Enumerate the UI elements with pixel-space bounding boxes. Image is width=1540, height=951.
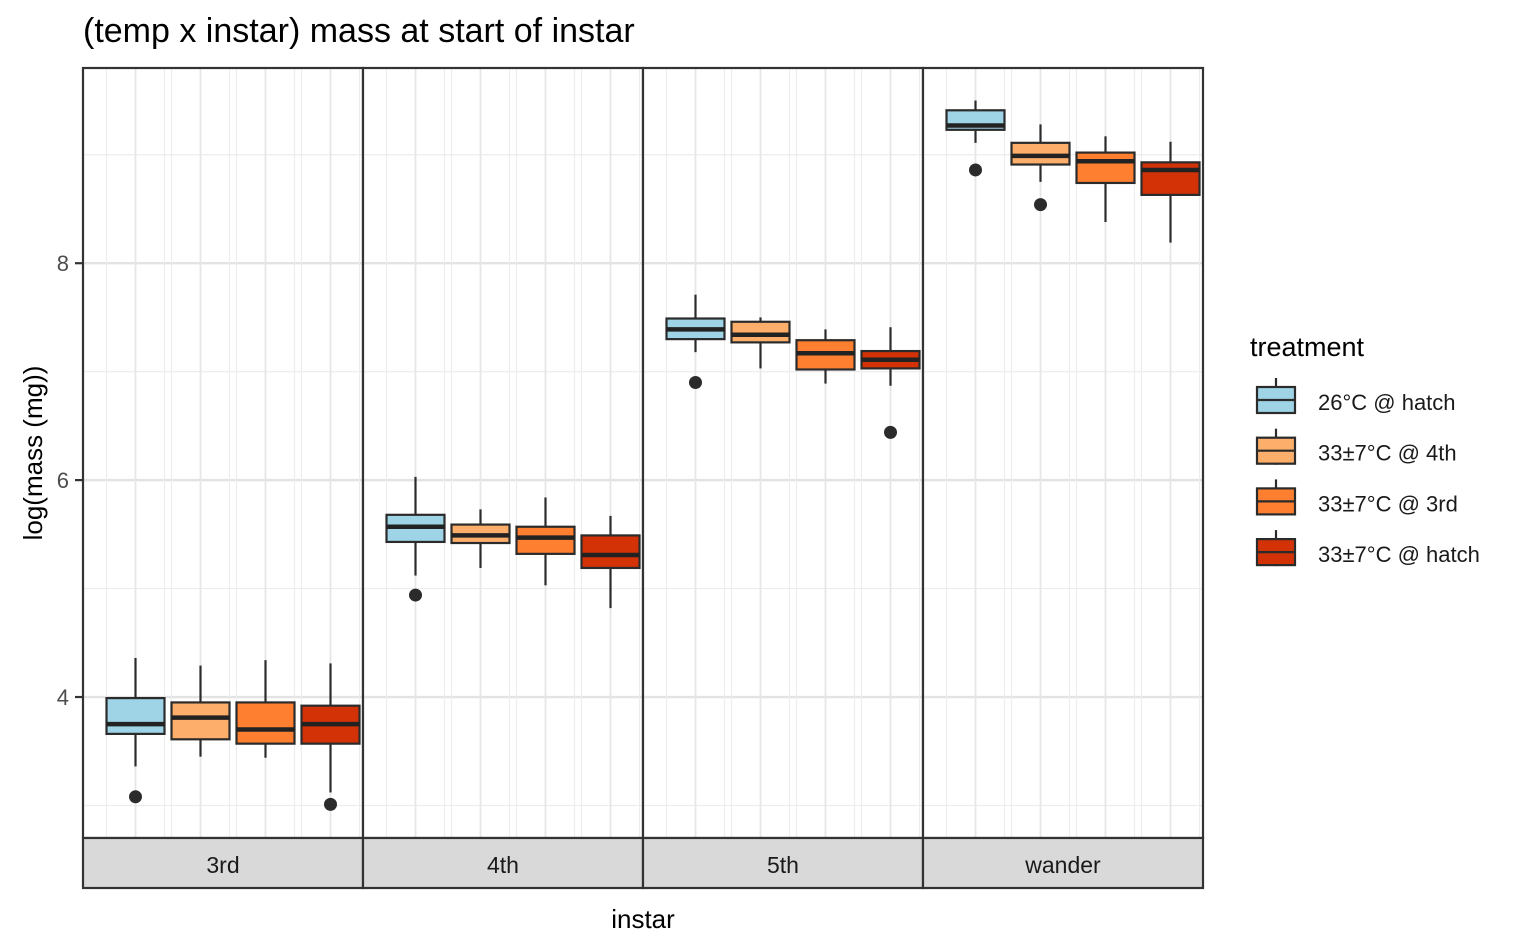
legend-label: 33±7°C @ 4th <box>1318 441 1457 466</box>
strip-background <box>361 836 645 890</box>
box-5th-0 <box>665 294 726 390</box>
box-wander-2 <box>1075 136 1136 222</box>
outlier-point <box>884 425 897 439</box>
box-3rd-1 <box>170 665 231 757</box>
box-wander-3 <box>1140 141 1201 243</box>
outlier-point <box>409 588 422 602</box>
facet-panel-3rd: 3rd <box>81 66 365 890</box>
y-tick-label: 6 <box>57 468 69 493</box>
box-iqr <box>105 696 166 735</box>
box-4th-0 <box>385 476 446 602</box>
box-3rd-3 <box>300 663 361 811</box>
facet-panel-5th: 5th <box>641 66 925 890</box>
facet-panel-4th: 4th <box>361 66 645 890</box>
y-axis: 4 6 8 <box>57 251 83 710</box>
strip-label: 3rd <box>206 852 239 878</box>
box-iqr <box>1075 151 1136 185</box>
x-axis-label: instar <box>611 904 675 934</box>
legend-item: 33±7°C @ 3rd <box>1255 479 1458 516</box>
box-5th-1 <box>730 317 791 369</box>
box-iqr <box>1140 161 1201 196</box>
strip-label: wander <box>1024 852 1101 878</box>
y-axis-label: log(mass (mg)) <box>18 366 48 541</box>
box-iqr <box>170 701 231 741</box>
box-4th-2 <box>515 497 576 586</box>
legend: treatment 26°C @ hatch 33±7°C @ 4th 33±7°C… <box>1250 332 1480 567</box>
box-5th-3 <box>860 327 921 439</box>
facet-panels: 3rd 4th 5th wander <box>81 66 1205 890</box>
box-wander-1 <box>1010 124 1071 212</box>
legend-title: treatment <box>1250 332 1365 362</box>
y-tick-label: 8 <box>57 251 69 276</box>
legend-item: 26°C @ hatch <box>1255 378 1456 415</box>
legend-item: 33±7°C @ hatch <box>1255 530 1480 567</box>
facet-panel-wander: wander <box>921 66 1205 890</box>
box-3rd-0 <box>105 657 166 804</box>
outlier-point <box>129 790 142 804</box>
box-iqr <box>235 701 296 745</box>
y-tick-label: 4 <box>57 685 69 710</box>
box-iqr <box>515 525 576 555</box>
chart-title: (temp x instar) mass at start of instar <box>83 12 635 50</box>
panel-background <box>923 68 1203 838</box>
box-5th-2 <box>795 329 856 384</box>
legend-label: 33±7°C @ 3rd <box>1318 491 1458 516</box>
legend-label: 26°C @ hatch <box>1318 390 1456 415</box>
box-3rd-2 <box>235 660 296 758</box>
strip-label: 4th <box>487 852 519 878</box>
panel-background <box>363 68 643 838</box>
box-4th-3 <box>580 515 641 609</box>
legend-label: 33±7°C @ hatch <box>1318 542 1480 567</box>
box-wander-0 <box>945 100 1006 177</box>
box-iqr <box>730 320 791 344</box>
outlier-point <box>324 797 337 811</box>
outlier-point <box>689 376 702 390</box>
strip-label: 5th <box>767 852 799 878</box>
legend-item: 33±7°C @ 4th <box>1255 428 1457 466</box>
strip-background <box>81 836 365 890</box>
strip-background <box>921 836 1205 890</box>
outlier-point <box>969 163 982 177</box>
box-iqr <box>580 534 641 570</box>
panel-background <box>643 68 923 838</box>
strip-background <box>641 836 925 890</box>
box-4th-1 <box>450 509 511 568</box>
outlier-point <box>1034 198 1047 212</box>
